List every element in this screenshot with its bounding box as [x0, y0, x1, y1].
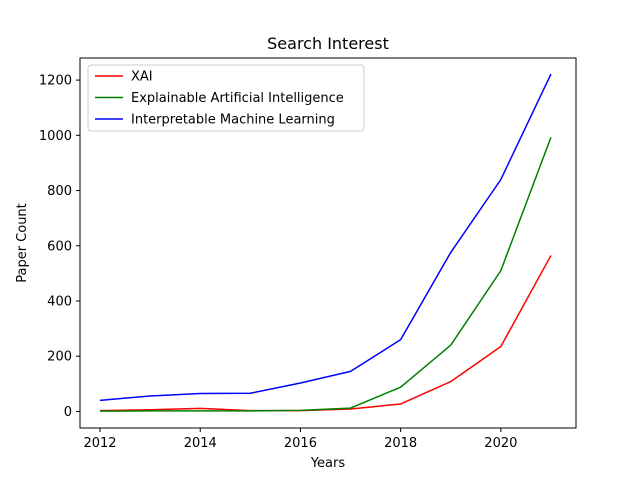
chart-title: Search Interest — [267, 34, 389, 53]
x-axis: 2012 2014 2016 2018 2020 — [83, 428, 517, 451]
x-tick-label: 2018 — [384, 436, 417, 451]
x-tick-label: 2012 — [83, 436, 116, 451]
legend-box — [87, 64, 365, 132]
series-line-1 — [100, 255, 552, 412]
y-axis-label: Paper Count — [15, 203, 30, 283]
x-tick-label: 2020 — [484, 436, 517, 451]
legend-label: XAI — [131, 70, 153, 85]
legend-label: Explainable Artificial Intelligence — [131, 91, 344, 106]
y-tick-label: 800 — [47, 184, 72, 199]
y-tick-label: 1000 — [39, 129, 72, 144]
x-tick-label: 2016 — [284, 436, 317, 451]
axes-frame — [79, 57, 577, 429]
y-tick-label: 600 — [47, 239, 72, 254]
y-axis: 0 200 400 600 800 1000 1200 — [39, 74, 80, 420]
y-tick-label: 0 — [64, 405, 72, 420]
y-tick-label: 400 — [47, 294, 72, 309]
legend: XAI Explainable Artificial Intelligence In… — [87, 64, 365, 132]
x-tick-label: 2014 — [184, 436, 217, 451]
series-line-2 — [100, 136, 552, 412]
plot-area — [99, 73, 552, 412]
legend-label: Interpretable Machine Learning — [131, 113, 335, 128]
x-axis-label: Years — [310, 456, 346, 471]
y-tick-label: 1200 — [39, 74, 72, 89]
y-tick-label: 200 — [47, 350, 72, 365]
series-line-3 — [99, 73, 552, 402]
